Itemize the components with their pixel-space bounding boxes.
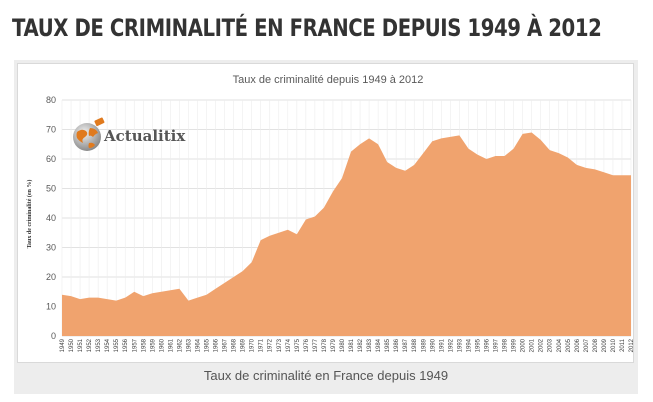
x-tick-label: 1953: [96, 338, 102, 352]
x-tick-label: 1951: [78, 338, 84, 352]
chart-title: Taux de criminalité depuis 1949 à 2012: [233, 74, 424, 86]
x-tick-label: 2008: [593, 338, 599, 352]
x-tick-label: 1983: [367, 338, 373, 352]
x-tick-label: 2007: [584, 338, 590, 352]
y-tick-label: 0: [51, 331, 56, 341]
x-tick-label: 1980: [340, 338, 346, 352]
y-tick-label: 80: [46, 95, 56, 105]
x-tick-label: 1993: [457, 338, 463, 352]
x-tick-label: 1976: [304, 338, 310, 352]
x-tick-label: 2009: [602, 338, 608, 352]
y-tick-label: 60: [46, 154, 56, 164]
x-tick-label: 2003: [548, 338, 554, 352]
y-tick-label: 30: [46, 243, 56, 253]
x-tick-label: 1963: [186, 338, 192, 352]
x-tick-label: 1962: [177, 338, 183, 352]
x-tick-label: 1977: [313, 338, 319, 352]
x-tick-label: 1998: [503, 338, 509, 352]
criminality-area: [62, 132, 631, 336]
logo-text: Actualitix: [104, 127, 186, 145]
x-tick-label: 1986: [394, 338, 400, 352]
x-tick-label: 1965: [205, 338, 211, 352]
x-tick-label: 1987: [403, 338, 409, 352]
chart-figure: Taux de criminalité depuis 1949 à 2012 T…: [14, 60, 638, 394]
x-tick-label: 2012: [629, 338, 635, 352]
y-tick-label: 50: [46, 184, 56, 194]
x-tick-label: 1974: [286, 338, 292, 352]
x-tick-label: 1979: [331, 338, 337, 352]
x-tick-label: 1961: [168, 338, 174, 352]
x-tick-label: 1996: [484, 338, 490, 352]
x-tick-label: 1949: [60, 338, 66, 352]
x-tick-label: 1966: [214, 338, 220, 352]
x-tick-label: 1985: [385, 338, 391, 352]
x-tick-label: 1994: [466, 338, 472, 352]
x-tick-label: 1999: [512, 338, 518, 352]
x-tick-label: 1968: [232, 338, 238, 352]
x-tick-label: 1984: [376, 338, 382, 352]
x-tick-label: 1952: [87, 338, 93, 352]
actualitix-logo: Actualitix: [68, 116, 198, 156]
x-tick-label: 1957: [132, 338, 138, 352]
x-tick-label: 1981: [349, 338, 355, 352]
x-tick-label: 1969: [241, 338, 247, 352]
x-tick-label: 1967: [223, 338, 229, 352]
y-tick-label: 70: [46, 125, 56, 135]
x-tick-label: 1971: [259, 338, 265, 352]
y-tick-labels: 0 10 20 30 40 50 60 70 80: [46, 95, 56, 341]
x-tick-label: 2005: [566, 338, 572, 352]
x-tick-label: 1950: [69, 338, 75, 352]
x-tick-label: 1958: [141, 338, 147, 352]
x-tick-label: 1991: [439, 338, 445, 352]
x-tick-label: 1954: [105, 338, 111, 352]
x-tick-label: 1997: [494, 338, 500, 352]
x-tick-label: 1990: [430, 338, 436, 352]
globe-icon: [73, 117, 105, 151]
x-tick-label: 1964: [195, 338, 201, 352]
y-tick-label: 20: [46, 272, 56, 282]
x-tick-label: 2001: [530, 338, 536, 352]
x-tick-label: 2010: [611, 338, 617, 352]
x-tick-label: 2002: [539, 338, 545, 352]
y-axis-label: Taux de criminalité (en %): [26, 180, 33, 249]
figure-caption: Taux de criminalité en France depuis 194…: [203, 368, 449, 383]
x-tick-label: 1959: [150, 338, 156, 352]
x-tick-labels: 1949 1950 1951 1952 1953 1954 1955 1956 1957 1958…: [60, 338, 635, 352]
area-chart: Taux de criminalité depuis 1949 à 2012 T…: [26, 74, 635, 352]
x-tick-label: 1982: [358, 338, 364, 352]
x-tick-label: 2004: [557, 338, 563, 352]
chart-frame: Taux de criminalité depuis 1949 à 2012 T…: [17, 63, 635, 363]
x-tick-label: 2011: [620, 338, 626, 352]
x-tick-label: 1978: [322, 338, 328, 352]
x-tick-label: 1975: [295, 338, 301, 352]
x-tick-label: 1955: [114, 338, 120, 352]
x-tick-label: 1973: [277, 338, 283, 352]
x-tick-label: 1989: [421, 338, 427, 352]
x-tick-label: 1995: [475, 338, 481, 352]
x-tick-label: 1972: [268, 338, 274, 352]
x-tick-label: 2006: [575, 338, 581, 352]
y-tick-label: 40: [46, 213, 56, 223]
x-tick-label: 1988: [412, 338, 418, 352]
page-title: TAUX DE CRIMINALITÉ EN FRANCE DEPUIS 194…: [12, 14, 602, 42]
x-tick-label: 1992: [448, 338, 454, 352]
x-tick-label: 1960: [159, 338, 165, 352]
y-tick-label: 10: [46, 302, 56, 312]
x-tick-label: 1956: [123, 338, 129, 352]
x-tick-label: 2000: [521, 338, 527, 352]
x-tick-label: 1970: [250, 338, 256, 352]
